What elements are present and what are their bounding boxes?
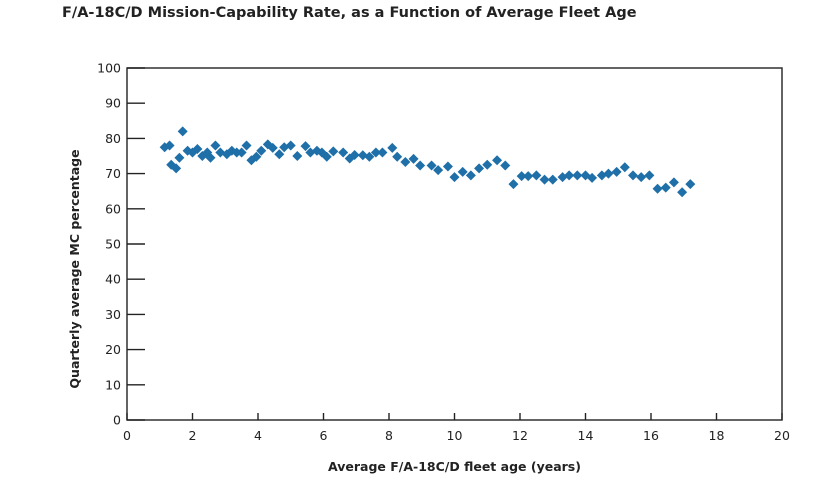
x-tick-label: 6 bbox=[320, 428, 328, 443]
x-tick-label: 14 bbox=[578, 428, 594, 443]
data-point bbox=[300, 141, 311, 152]
data-point bbox=[627, 170, 638, 181]
data-point bbox=[492, 155, 503, 166]
data-point bbox=[241, 140, 252, 151]
data-point bbox=[415, 160, 426, 171]
y-tick-label: 90 bbox=[105, 96, 121, 111]
chart-title: F/A-18C/D Mission-Capability Rate, as a … bbox=[62, 5, 637, 21]
data-point bbox=[338, 147, 349, 158]
data-point bbox=[465, 170, 476, 181]
data-point bbox=[246, 155, 257, 166]
data-point bbox=[547, 174, 558, 185]
data-point bbox=[357, 150, 368, 161]
x-tick-label: 8 bbox=[385, 428, 393, 443]
data-point bbox=[644, 170, 655, 181]
data-point bbox=[636, 172, 647, 183]
data-point bbox=[539, 174, 550, 185]
x-tick-label: 4 bbox=[254, 428, 262, 443]
x-tick-label: 18 bbox=[709, 428, 725, 443]
data-point bbox=[685, 179, 696, 190]
data-point bbox=[210, 140, 221, 151]
data-point bbox=[572, 170, 583, 181]
data-point bbox=[256, 145, 267, 156]
data-point bbox=[387, 142, 398, 153]
y-tick-label: 40 bbox=[105, 272, 121, 287]
data-point bbox=[392, 151, 403, 162]
x-tick-label: 12 bbox=[512, 428, 528, 443]
y-tick-label: 80 bbox=[105, 131, 121, 146]
data-point bbox=[251, 151, 262, 162]
x-tick-label: 16 bbox=[643, 428, 659, 443]
data-point bbox=[349, 149, 360, 160]
x-tick-label: 2 bbox=[189, 428, 197, 443]
x-tick-label: 10 bbox=[447, 428, 463, 443]
data-point bbox=[177, 126, 188, 137]
data-point bbox=[619, 162, 630, 173]
data-point bbox=[442, 161, 453, 172]
y-tick-label: 50 bbox=[105, 237, 121, 252]
data-point bbox=[564, 170, 575, 181]
x-axis-label: Average F/A-18C/D fleet age (years) bbox=[328, 459, 581, 474]
data-point bbox=[285, 140, 296, 151]
plot-frame bbox=[126, 67, 783, 421]
data-point bbox=[508, 179, 519, 190]
data-point bbox=[236, 147, 247, 158]
data-point bbox=[370, 147, 381, 158]
data-point bbox=[433, 165, 444, 176]
data-point bbox=[587, 172, 598, 183]
y-tick-label: 100 bbox=[97, 61, 121, 76]
data-point bbox=[500, 160, 511, 171]
data-point bbox=[292, 151, 303, 161]
data-point bbox=[171, 163, 182, 174]
data-point bbox=[449, 172, 460, 183]
data-point bbox=[321, 151, 332, 162]
data-point bbox=[611, 166, 622, 177]
data-point bbox=[426, 160, 437, 171]
data-point bbox=[274, 149, 285, 160]
y-tick-label: 30 bbox=[105, 307, 121, 322]
data-point bbox=[677, 187, 688, 198]
data-point bbox=[660, 182, 671, 193]
data-point bbox=[652, 183, 663, 194]
data-point bbox=[474, 163, 485, 174]
data-point bbox=[457, 166, 468, 177]
data-point bbox=[267, 142, 278, 153]
y-axis-label: Quarterly average MC percentage bbox=[67, 149, 82, 388]
data-point bbox=[164, 140, 175, 151]
x-tick-label: 20 bbox=[774, 428, 790, 443]
y-tick-label: 60 bbox=[105, 201, 121, 216]
y-tick-label: 0 bbox=[113, 413, 121, 428]
data-point bbox=[516, 171, 527, 182]
data-point bbox=[603, 168, 614, 179]
data-point bbox=[192, 143, 203, 154]
data-point bbox=[205, 152, 216, 163]
y-tick-label: 70 bbox=[105, 166, 121, 181]
data-point bbox=[364, 151, 375, 162]
data-point bbox=[482, 159, 493, 170]
x-tick-label: 0 bbox=[123, 428, 131, 443]
data-point bbox=[174, 152, 185, 163]
data-point bbox=[531, 170, 542, 181]
data-point bbox=[377, 147, 388, 158]
data-point bbox=[400, 156, 411, 167]
data-point bbox=[328, 146, 339, 157]
data-point bbox=[523, 171, 534, 182]
y-tick-label: 20 bbox=[105, 342, 121, 357]
data-point bbox=[668, 177, 679, 188]
data-point bbox=[408, 153, 419, 164]
y-tick-label: 10 bbox=[105, 377, 121, 392]
